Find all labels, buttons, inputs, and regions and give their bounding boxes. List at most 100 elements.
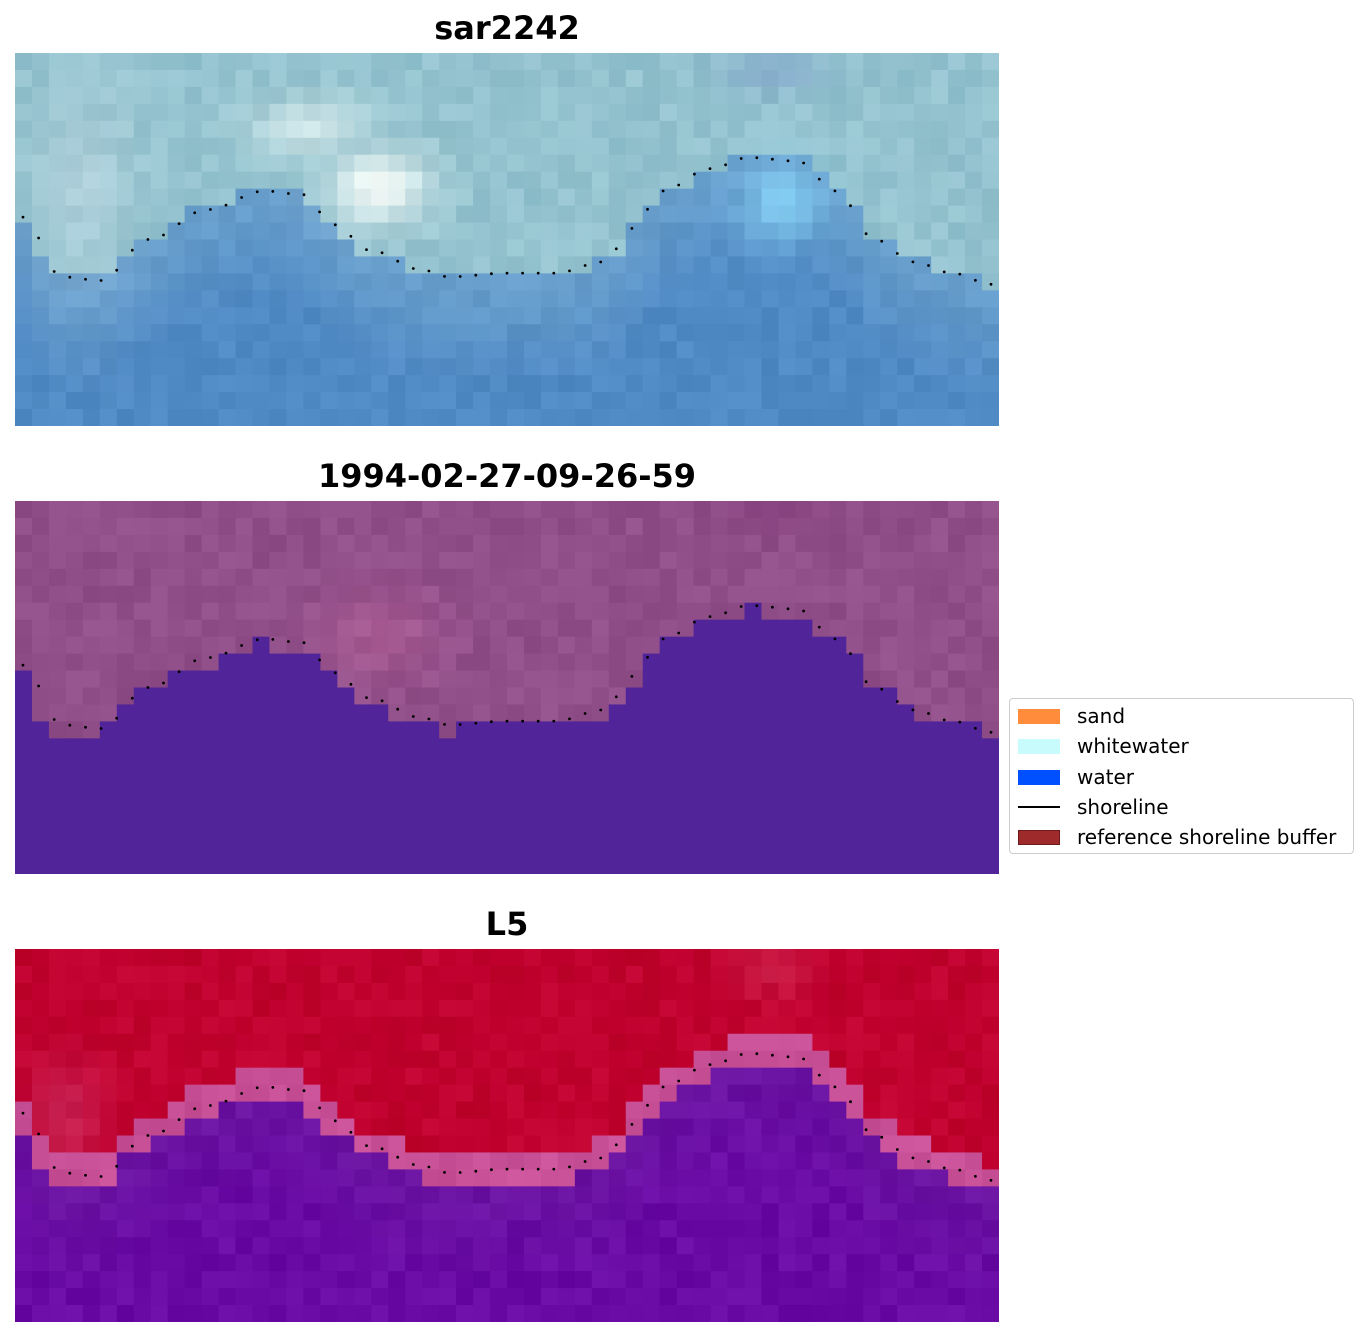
pixel-cell	[897, 137, 915, 156]
pixel-cell	[99, 120, 118, 139]
pixel-cell	[456, 409, 474, 426]
pixel-cell	[676, 53, 695, 71]
pixel-cell	[914, 1067, 932, 1086]
pixel-cell	[405, 619, 423, 638]
pixel-cell	[48, 999, 67, 1018]
pixel-cell	[354, 171, 372, 190]
pixel-cell	[676, 86, 695, 105]
shoreline-point	[568, 269, 571, 273]
pixel-cell	[574, 392, 593, 410]
pixel-cell	[388, 341, 406, 359]
pixel-cell	[557, 392, 576, 410]
pixel-cell	[710, 704, 729, 722]
pixel-cell	[439, 1033, 457, 1052]
pixel-cell	[15, 137, 33, 156]
pixel-cell	[829, 1067, 847, 1086]
pixel-cell	[540, 358, 559, 376]
pixel-cell	[473, 1271, 491, 1289]
pixel-cell	[625, 1067, 644, 1086]
pixel-cell	[116, 551, 135, 570]
pixel-cell	[371, 687, 389, 706]
pixel-cell	[965, 636, 983, 655]
pixel-cell	[490, 772, 508, 790]
pixel-cell	[184, 341, 203, 359]
pixel-cell	[761, 585, 780, 604]
pixel-cell	[48, 1016, 67, 1035]
pixel-cell	[897, 256, 915, 274]
pixel-cell	[184, 1288, 203, 1306]
pixel-cell	[965, 501, 983, 519]
pixel-cell	[982, 86, 999, 105]
pixel-cell	[303, 687, 321, 706]
shoreline-point	[583, 1160, 587, 1163]
pixel-cell	[82, 1271, 101, 1289]
pixel-cell	[48, 806, 67, 824]
pixel-cell	[252, 857, 271, 874]
pixel-cell	[965, 103, 983, 122]
pixel-cell	[659, 999, 678, 1018]
pixel-cell	[591, 551, 610, 570]
pixel-cell	[252, 755, 271, 773]
shoreline-point	[833, 189, 837, 193]
pixel-cell	[761, 154, 780, 173]
pixel-cell	[914, 137, 932, 156]
pixel-cell	[303, 568, 321, 587]
pixel-cell	[948, 585, 966, 604]
pixel-cell	[167, 534, 186, 553]
pixel-cell	[676, 273, 695, 291]
pixel-cell	[150, 307, 169, 325]
pixel-cell	[286, 188, 305, 207]
pixel-cell	[320, 1016, 338, 1035]
pixel-cell	[846, 1203, 864, 1221]
pixel-cell	[269, 1084, 288, 1103]
shoreline-point	[84, 725, 87, 729]
pixel-cell	[31, 602, 50, 621]
pixel-cell	[201, 789, 220, 807]
pixel-cell	[116, 1271, 135, 1289]
pixel-cell	[710, 120, 729, 139]
pixel-cell	[914, 789, 932, 807]
pixel-cell	[133, 154, 152, 173]
pixel-cell	[846, 188, 864, 207]
pixel-cell	[354, 409, 372, 426]
pixel-cell	[286, 103, 305, 122]
pixel-cell	[744, 840, 763, 858]
pixel-cell	[235, 1152, 254, 1170]
pixel-cell	[48, 324, 67, 342]
pixel-cell	[931, 823, 949, 841]
pixel-cell	[167, 653, 186, 672]
pixel-cell	[507, 154, 525, 173]
pixel-cell	[608, 772, 627, 790]
pixel-cell	[235, 949, 254, 967]
pixel-cell	[625, 1288, 644, 1306]
pixel-cell	[99, 86, 118, 105]
pixel-cell	[133, 789, 152, 807]
pixel-cell	[99, 857, 118, 874]
pixel-cell	[116, 534, 135, 553]
pixel-cell	[354, 806, 372, 824]
pixel-cell	[303, 789, 321, 807]
pixel-cell	[269, 86, 288, 105]
pixel-cell	[269, 1135, 288, 1154]
pixel-cell	[65, 823, 84, 841]
pixel-cell	[744, 103, 763, 122]
pixel-cell	[473, 375, 491, 393]
pixel-cell	[286, 1118, 305, 1137]
pixel-cell	[982, 273, 999, 291]
pixel-cell	[31, 1067, 50, 1086]
pixel-cell	[574, 1220, 593, 1238]
pixel-cell	[812, 222, 830, 241]
pixel-cell	[388, 1305, 406, 1322]
pixel-cell	[252, 137, 271, 156]
pixel-cell	[388, 687, 406, 706]
pixel-cell	[337, 772, 355, 790]
pixel-cell	[252, 1118, 271, 1137]
pixel-cell	[48, 501, 67, 519]
pixel-cell	[591, 1033, 610, 1052]
pixel-cell	[761, 1169, 780, 1187]
pixel-cell	[608, 1237, 627, 1255]
shoreline-point	[630, 675, 634, 678]
pixel-cell	[456, 273, 474, 291]
pixel-cell	[184, 1305, 203, 1322]
pixel-cell	[540, 772, 559, 790]
